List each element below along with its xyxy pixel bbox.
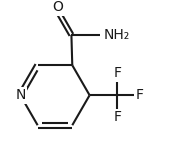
Text: O: O bbox=[52, 0, 63, 15]
Text: N: N bbox=[15, 88, 26, 102]
Text: F: F bbox=[113, 66, 121, 80]
Text: F: F bbox=[113, 110, 121, 124]
Text: F: F bbox=[135, 88, 143, 102]
Text: NH₂: NH₂ bbox=[103, 28, 130, 42]
